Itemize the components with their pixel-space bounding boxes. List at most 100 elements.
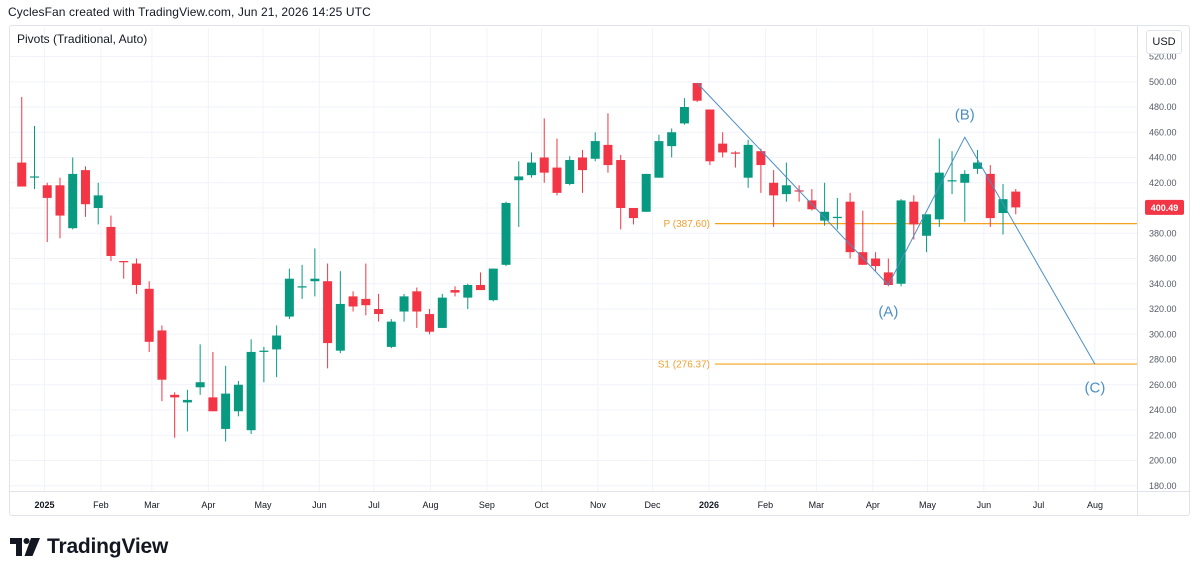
candle-body-up[interactable] [960, 173, 970, 183]
indicator-label[interactable]: Pivots (Traditional, Auto) [17, 32, 148, 46]
candle-body-up[interactable] [526, 162, 536, 176]
candle-body-up[interactable] [679, 107, 689, 124]
candle-body-up[interactable] [654, 141, 664, 178]
x-tick-label: Apr [866, 500, 880, 510]
candle-body-down[interactable] [730, 152, 740, 154]
candle-body-down[interactable] [119, 261, 129, 263]
y-tick-label: 260.00 [1149, 380, 1177, 390]
candle-body-down[interactable] [883, 272, 893, 286]
candle-body-up[interactable] [233, 384, 243, 412]
candle-body-up[interactable] [463, 285, 473, 298]
candle-body-up[interactable] [259, 350, 269, 352]
candle-body-down[interactable] [552, 167, 562, 193]
x-tick-label: Jul [1033, 500, 1045, 510]
candle-body-up[interactable] [182, 399, 192, 403]
candle-body-down[interactable] [909, 201, 919, 225]
x-tick-label: Jun [977, 500, 992, 510]
candle-body-down[interactable] [718, 143, 728, 153]
candle-body-down[interactable] [412, 291, 422, 312]
candle-body-down[interactable] [80, 170, 90, 205]
candle-body-up[interactable] [195, 382, 205, 388]
candle-body-up[interactable] [641, 173, 651, 212]
candle-body-up[interactable] [947, 180, 957, 182]
candle-body-up[interactable] [514, 176, 524, 181]
candle-body-up[interactable] [922, 214, 932, 236]
x-tick-label: 2026 [699, 500, 719, 510]
tradingview-logo[interactable]: TradingView [10, 534, 168, 560]
candle-body-down[interactable] [692, 83, 702, 101]
candle-body-up[interactable] [501, 202, 511, 265]
candle-body-up[interactable] [272, 335, 282, 350]
y-tick-label: 520.00 [1149, 52, 1177, 62]
candle-body-down[interactable] [603, 144, 613, 166]
candle-body-down[interactable] [476, 285, 486, 291]
last-price-label: 400.49 [1151, 203, 1179, 213]
candle-body-up[interactable] [437, 297, 447, 328]
candle-body-down[interactable] [348, 296, 358, 307]
candle-body-up[interactable] [832, 216, 842, 219]
candle-body-up[interactable] [29, 176, 39, 178]
candle-body-up[interactable] [998, 199, 1008, 214]
candle-body-up[interactable] [934, 172, 944, 220]
elliott-wave-path[interactable] [696, 82, 1096, 365]
candle-body-down[interactable] [705, 109, 715, 162]
candle-body-down[interactable] [361, 298, 371, 306]
candle-body-down[interactable] [539, 157, 549, 173]
candle-body-down[interactable] [756, 151, 766, 166]
y-tick-label: 240.00 [1149, 405, 1177, 415]
candle-body-up[interactable] [221, 393, 231, 429]
x-tick-label: May [919, 500, 937, 510]
candle-body-down[interactable] [616, 160, 626, 208]
wave-label: (A) [878, 304, 898, 321]
candle-body-down[interactable] [845, 201, 855, 253]
candle-body-down[interactable] [769, 182, 779, 196]
candle-body-up[interactable] [68, 173, 78, 229]
candle-body-up[interactable] [310, 278, 320, 282]
x-tick-label: Mar [809, 500, 825, 510]
candle-body-down[interactable] [42, 185, 52, 198]
candle-body-up[interactable] [820, 211, 830, 221]
candle-body-up[interactable] [297, 286, 307, 288]
candle-body-up[interactable] [590, 141, 600, 159]
x-tick-label: Feb [93, 500, 109, 510]
currency-button[interactable]: USD [1146, 30, 1182, 54]
pivot-s1-label: S1 (276.37) [658, 360, 710, 371]
candle-body-up[interactable] [781, 185, 791, 195]
candle-body-down[interactable] [144, 288, 154, 342]
candle-body-down[interactable] [55, 185, 65, 216]
candle-body-down[interactable] [106, 226, 116, 256]
candle-body-down[interactable] [1011, 191, 1021, 208]
candle-body-up[interactable] [246, 351, 256, 431]
candle-body-down[interactable] [170, 394, 180, 398]
candle-body-up[interactable] [565, 160, 575, 185]
candle-body-down[interactable] [17, 162, 27, 187]
candle-body-up[interactable] [973, 162, 983, 169]
candle-body-up[interactable] [743, 144, 753, 178]
candle-body-down[interactable] [157, 330, 167, 380]
wave-label: (C) [1085, 379, 1106, 396]
candle-body-up[interactable] [896, 200, 906, 284]
candle-body-down[interactable] [425, 314, 435, 332]
candle-body-up[interactable] [488, 268, 498, 301]
x-tick-label: 2025 [34, 500, 54, 510]
candle-body-down[interactable] [374, 309, 384, 315]
candle-body-down[interactable] [985, 173, 995, 219]
candle-body-down[interactable] [871, 258, 881, 267]
candle-body-down[interactable] [131, 263, 141, 286]
candle-body-up[interactable] [386, 321, 396, 347]
candle-body-down[interactable] [628, 208, 638, 219]
tradingview-logo-icon [10, 538, 40, 556]
candle-body-up[interactable] [93, 195, 103, 208]
candle-body-down[interactable] [577, 157, 587, 171]
x-tick-label: Aug [1087, 500, 1103, 510]
candle-body-up[interactable] [399, 296, 409, 312]
candle-body-down[interactable] [323, 281, 333, 344]
candle-body-up[interactable] [667, 132, 677, 147]
candle-body-down[interactable] [208, 397, 218, 412]
candle-body-up[interactable] [284, 278, 294, 317]
y-tick-label: 460.00 [1149, 127, 1177, 137]
candle-body-up[interactable] [335, 303, 345, 351]
candle-body-down[interactable] [450, 290, 460, 293]
y-tick-label: 280.00 [1149, 355, 1177, 365]
